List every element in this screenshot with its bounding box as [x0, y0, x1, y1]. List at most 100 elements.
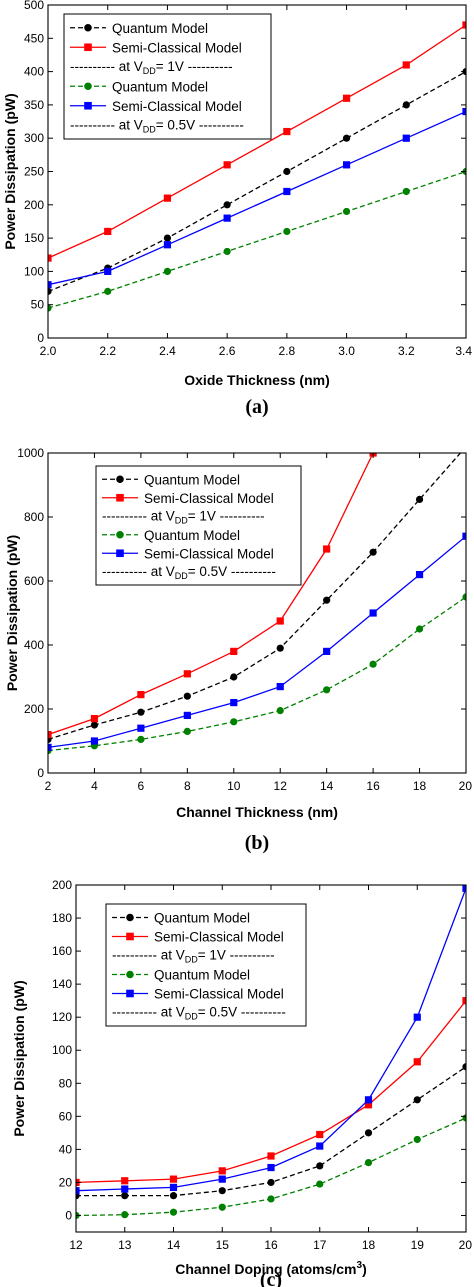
series-line-1	[76, 1066, 466, 1197]
data-point	[323, 596, 331, 604]
data-point	[462, 21, 466, 29]
y-tick-label: 450	[24, 31, 44, 45]
series-line-3	[48, 170, 466, 309]
data-point	[369, 548, 377, 556]
legend-condition-sub: DD	[143, 66, 156, 76]
legend-label: Quantum Model	[154, 911, 250, 926]
legend-condition: ---------- at VDD= 1V ----------	[70, 59, 233, 76]
chart-panel-a: 2.0 2.2 2.4 2.6 2.8 3.0 3.2 3.4 0 50 100 150 200 250 3…	[2, 0, 472, 418]
legend-condition-pre: ---------- at V	[102, 508, 175, 523]
data-point	[267, 1178, 275, 1187]
data-point	[137, 724, 145, 732]
data-point	[283, 127, 291, 136]
legend-condition: ---------- at VDD= 0.5V ----------	[70, 117, 244, 134]
y-tick-label: 400	[24, 65, 44, 79]
data-point	[121, 1185, 129, 1193]
data-point	[316, 1180, 324, 1188]
data-point	[462, 593, 466, 601]
x-tick-label: 13	[118, 1238, 132, 1252]
data-point	[276, 683, 284, 691]
x-axis-label: Channel Doping (atoms/cm3)	[175, 1260, 366, 1277]
legend-condition-sub: DD	[175, 515, 188, 525]
x-tick-label: 2.2	[99, 344, 116, 358]
data-point	[218, 1187, 226, 1195]
data-point	[283, 187, 291, 196]
legend-marker	[116, 475, 124, 484]
data-point	[413, 1058, 421, 1066]
y-axis-label: Power Dissipation (pW)	[4, 535, 20, 691]
data-point	[169, 1208, 178, 1216]
data-point	[402, 61, 410, 69]
panel-label: (c)	[260, 1269, 282, 1287]
data-point	[283, 167, 291, 176]
x-tick-label: 18	[362, 1238, 376, 1252]
data-point	[230, 699, 238, 707]
legend-label: Quantum Model	[144, 472, 240, 487]
data-point	[364, 1101, 373, 1109]
legend-condition-post: = 0.5V ----------	[188, 564, 276, 579]
plot-frame	[47, 452, 467, 774]
legend-condition: ---------- at VDD= 1V ----------	[102, 508, 265, 525]
legend-condition-sub: DD	[143, 124, 156, 134]
legend-condition-post: = 1V ----------	[198, 948, 275, 963]
data-point	[121, 1192, 129, 1200]
data-point	[415, 571, 424, 579]
data-point	[169, 1175, 178, 1183]
data-point	[230, 718, 238, 726]
data-point	[104, 227, 112, 236]
data-point	[183, 692, 191, 700]
data-point	[462, 997, 466, 1005]
chart-panel-c: 12 13 14 15 16 17 18 19 200204060801001201401601…	[11, 878, 472, 1287]
legend-marker	[116, 549, 124, 558]
data-point	[90, 737, 99, 745]
x-tick-label: 15	[216, 1238, 230, 1252]
x-tick-label: 12	[69, 1238, 83, 1252]
data-point	[276, 707, 284, 715]
data-point	[364, 1159, 373, 1167]
y-tick-label: 300	[24, 131, 44, 145]
data-point	[223, 214, 231, 222]
x-tick-label: 12	[274, 779, 288, 793]
y-tick-label: 250	[24, 165, 44, 179]
legend-label: Quantum Model	[144, 528, 240, 543]
data-point	[223, 161, 231, 169]
data-point	[183, 670, 191, 678]
data-point	[169, 1192, 178, 1200]
y-tick-label: 1000	[17, 446, 44, 460]
data-point	[323, 647, 331, 655]
legend-marker	[126, 913, 134, 922]
y-tick-label: 100	[52, 1043, 72, 1057]
data-point	[342, 161, 351, 169]
data-point	[104, 287, 112, 295]
data-point	[415, 495, 424, 503]
y-tick-label: 150	[24, 231, 44, 245]
y-tick-label: 200	[52, 878, 72, 892]
legend-condition-pre: ---------- at V	[70, 117, 143, 132]
legend-condition-post: = 1V ----------	[156, 59, 233, 74]
data-point	[183, 711, 191, 719]
chart-panel-b: 2 4 6 8 10 12 14 16 18 2002004006008001000Channel…	[4, 446, 472, 854]
data-point	[316, 1142, 324, 1150]
x-tick-label: 3.0	[338, 344, 355, 358]
y-tick-label: 200	[24, 198, 44, 212]
y-tick-label: 350	[24, 98, 44, 112]
data-point	[48, 304, 52, 312]
data-point	[462, 532, 466, 540]
data-point	[267, 1152, 275, 1160]
x-tick-label: 3.4	[455, 344, 472, 358]
y-tick-label: 50	[31, 298, 45, 312]
legend-marker	[84, 101, 92, 110]
x-axis-label: Channel Thickness (nm)	[176, 804, 338, 820]
data-point	[267, 1195, 275, 1203]
x-tick-label: 14	[320, 779, 334, 793]
data-point	[413, 1096, 421, 1104]
data-point	[402, 187, 410, 196]
legend-condition-post: = 0.5V ----------	[198, 1005, 286, 1020]
legend-marker	[126, 970, 134, 979]
legend-condition-pre: ---------- at V	[112, 948, 185, 963]
data-point	[218, 1175, 226, 1183]
data-point	[462, 107, 466, 116]
legend-label: Semi-Classical Model	[154, 930, 284, 945]
data-point	[342, 134, 351, 142]
data-point	[76, 1187, 80, 1195]
